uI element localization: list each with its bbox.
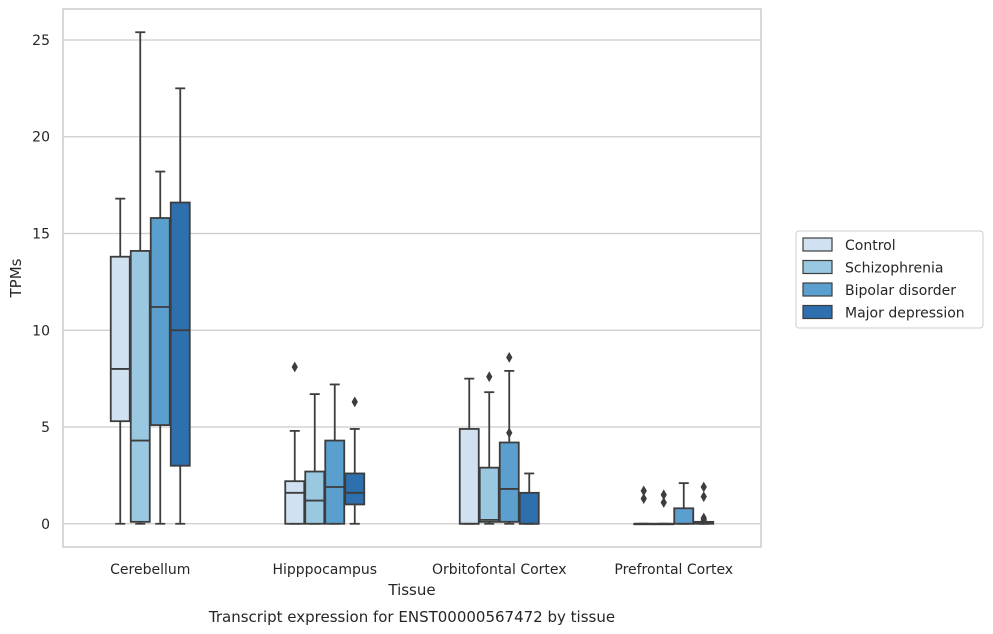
outlier-point: [506, 427, 513, 439]
box: [169, 87, 191, 525]
box: [284, 361, 306, 525]
outlier-point: [351, 396, 358, 408]
x-axis-ticks: Cerebellum Hipppocampus Orbitofontal Corte…: [110, 562, 733, 578]
legend: Control Schizophrenia Bipolar disorder Majo…: [795, 230, 984, 329]
box: [344, 396, 366, 525]
outlier-point: [700, 491, 707, 503]
box-iqr: [109, 255, 131, 423]
x-tick-label: Cerebellum: [110, 562, 190, 578]
box-iqr: [149, 217, 171, 426]
outlier-point: [660, 497, 667, 508]
box-iqr: [344, 472, 366, 506]
legend-swatch: [802, 259, 833, 275]
series-bipolar-disorder: [149, 170, 695, 525]
box: [633, 485, 655, 526]
outlier-point: [700, 512, 707, 524]
plot-area-frame: [62, 8, 762, 548]
y-tick-label: 10: [32, 323, 50, 339]
box: [129, 31, 151, 525]
box-iqr: [458, 428, 480, 525]
y-axis-ticks: 0 5 10 15 20 25: [32, 33, 50, 533]
y-tick-label: 15: [32, 226, 50, 242]
box-iqr: [304, 470, 326, 525]
series-schizophrenia: [129, 31, 675, 526]
outlier-point: [640, 493, 647, 505]
box: [693, 481, 715, 526]
y-tick-label: 5: [41, 420, 50, 436]
outlier-point: [660, 489, 667, 501]
y-tick-label: 25: [32, 33, 50, 49]
legend-swatch: [802, 304, 833, 320]
x-axis-label: Tissue: [387, 581, 435, 599]
box-iqr: [673, 507, 695, 525]
box: [304, 393, 326, 525]
legend-label: Control: [845, 238, 896, 254]
chart-caption: Transcript expression for ENST0000056747…: [208, 608, 615, 626]
box-iqr: [169, 201, 191, 467]
box: [149, 170, 171, 525]
legend-label: Major depression: [845, 306, 965, 322]
box: [458, 377, 480, 525]
box: [673, 482, 695, 525]
x-tick-label: Hipppocampus: [272, 562, 377, 578]
box-iqr: [324, 439, 346, 525]
y-tick-label: 0: [41, 517, 50, 533]
series-major-depression: [169, 87, 715, 526]
outlier-point: [291, 361, 298, 373]
legend-label: Schizophrenia: [845, 261, 943, 277]
legend-swatch: [802, 282, 833, 297]
box-iqr: [478, 466, 500, 523]
legend-label: Bipolar disorder: [845, 283, 956, 299]
box: [324, 383, 346, 525]
box-iqr: [498, 441, 520, 523]
box: [109, 197, 131, 525]
box: [478, 371, 500, 525]
y-tick-label: 20: [32, 130, 50, 146]
x-tick-label: Prefrontal Cortex: [614, 562, 733, 578]
box-iqr: [518, 491, 540, 525]
outlier-point: [506, 351, 513, 363]
outlier-point: [700, 481, 707, 493]
box: [653, 489, 675, 526]
legend-frame: [795, 230, 984, 329]
box-plot-series: [109, 31, 715, 526]
outlier-point: [486, 371, 493, 383]
box: [518, 472, 540, 525]
box: [498, 351, 520, 525]
y-axis-label: TPMs: [7, 258, 25, 298]
box-iqr: [129, 250, 151, 523]
outlier-point: [640, 485, 647, 497]
series-control: [109, 197, 655, 526]
legend-swatch: [802, 237, 833, 252]
box-iqr: [284, 480, 306, 525]
x-tick-label: Orbitofontal Cortex: [432, 562, 567, 578]
